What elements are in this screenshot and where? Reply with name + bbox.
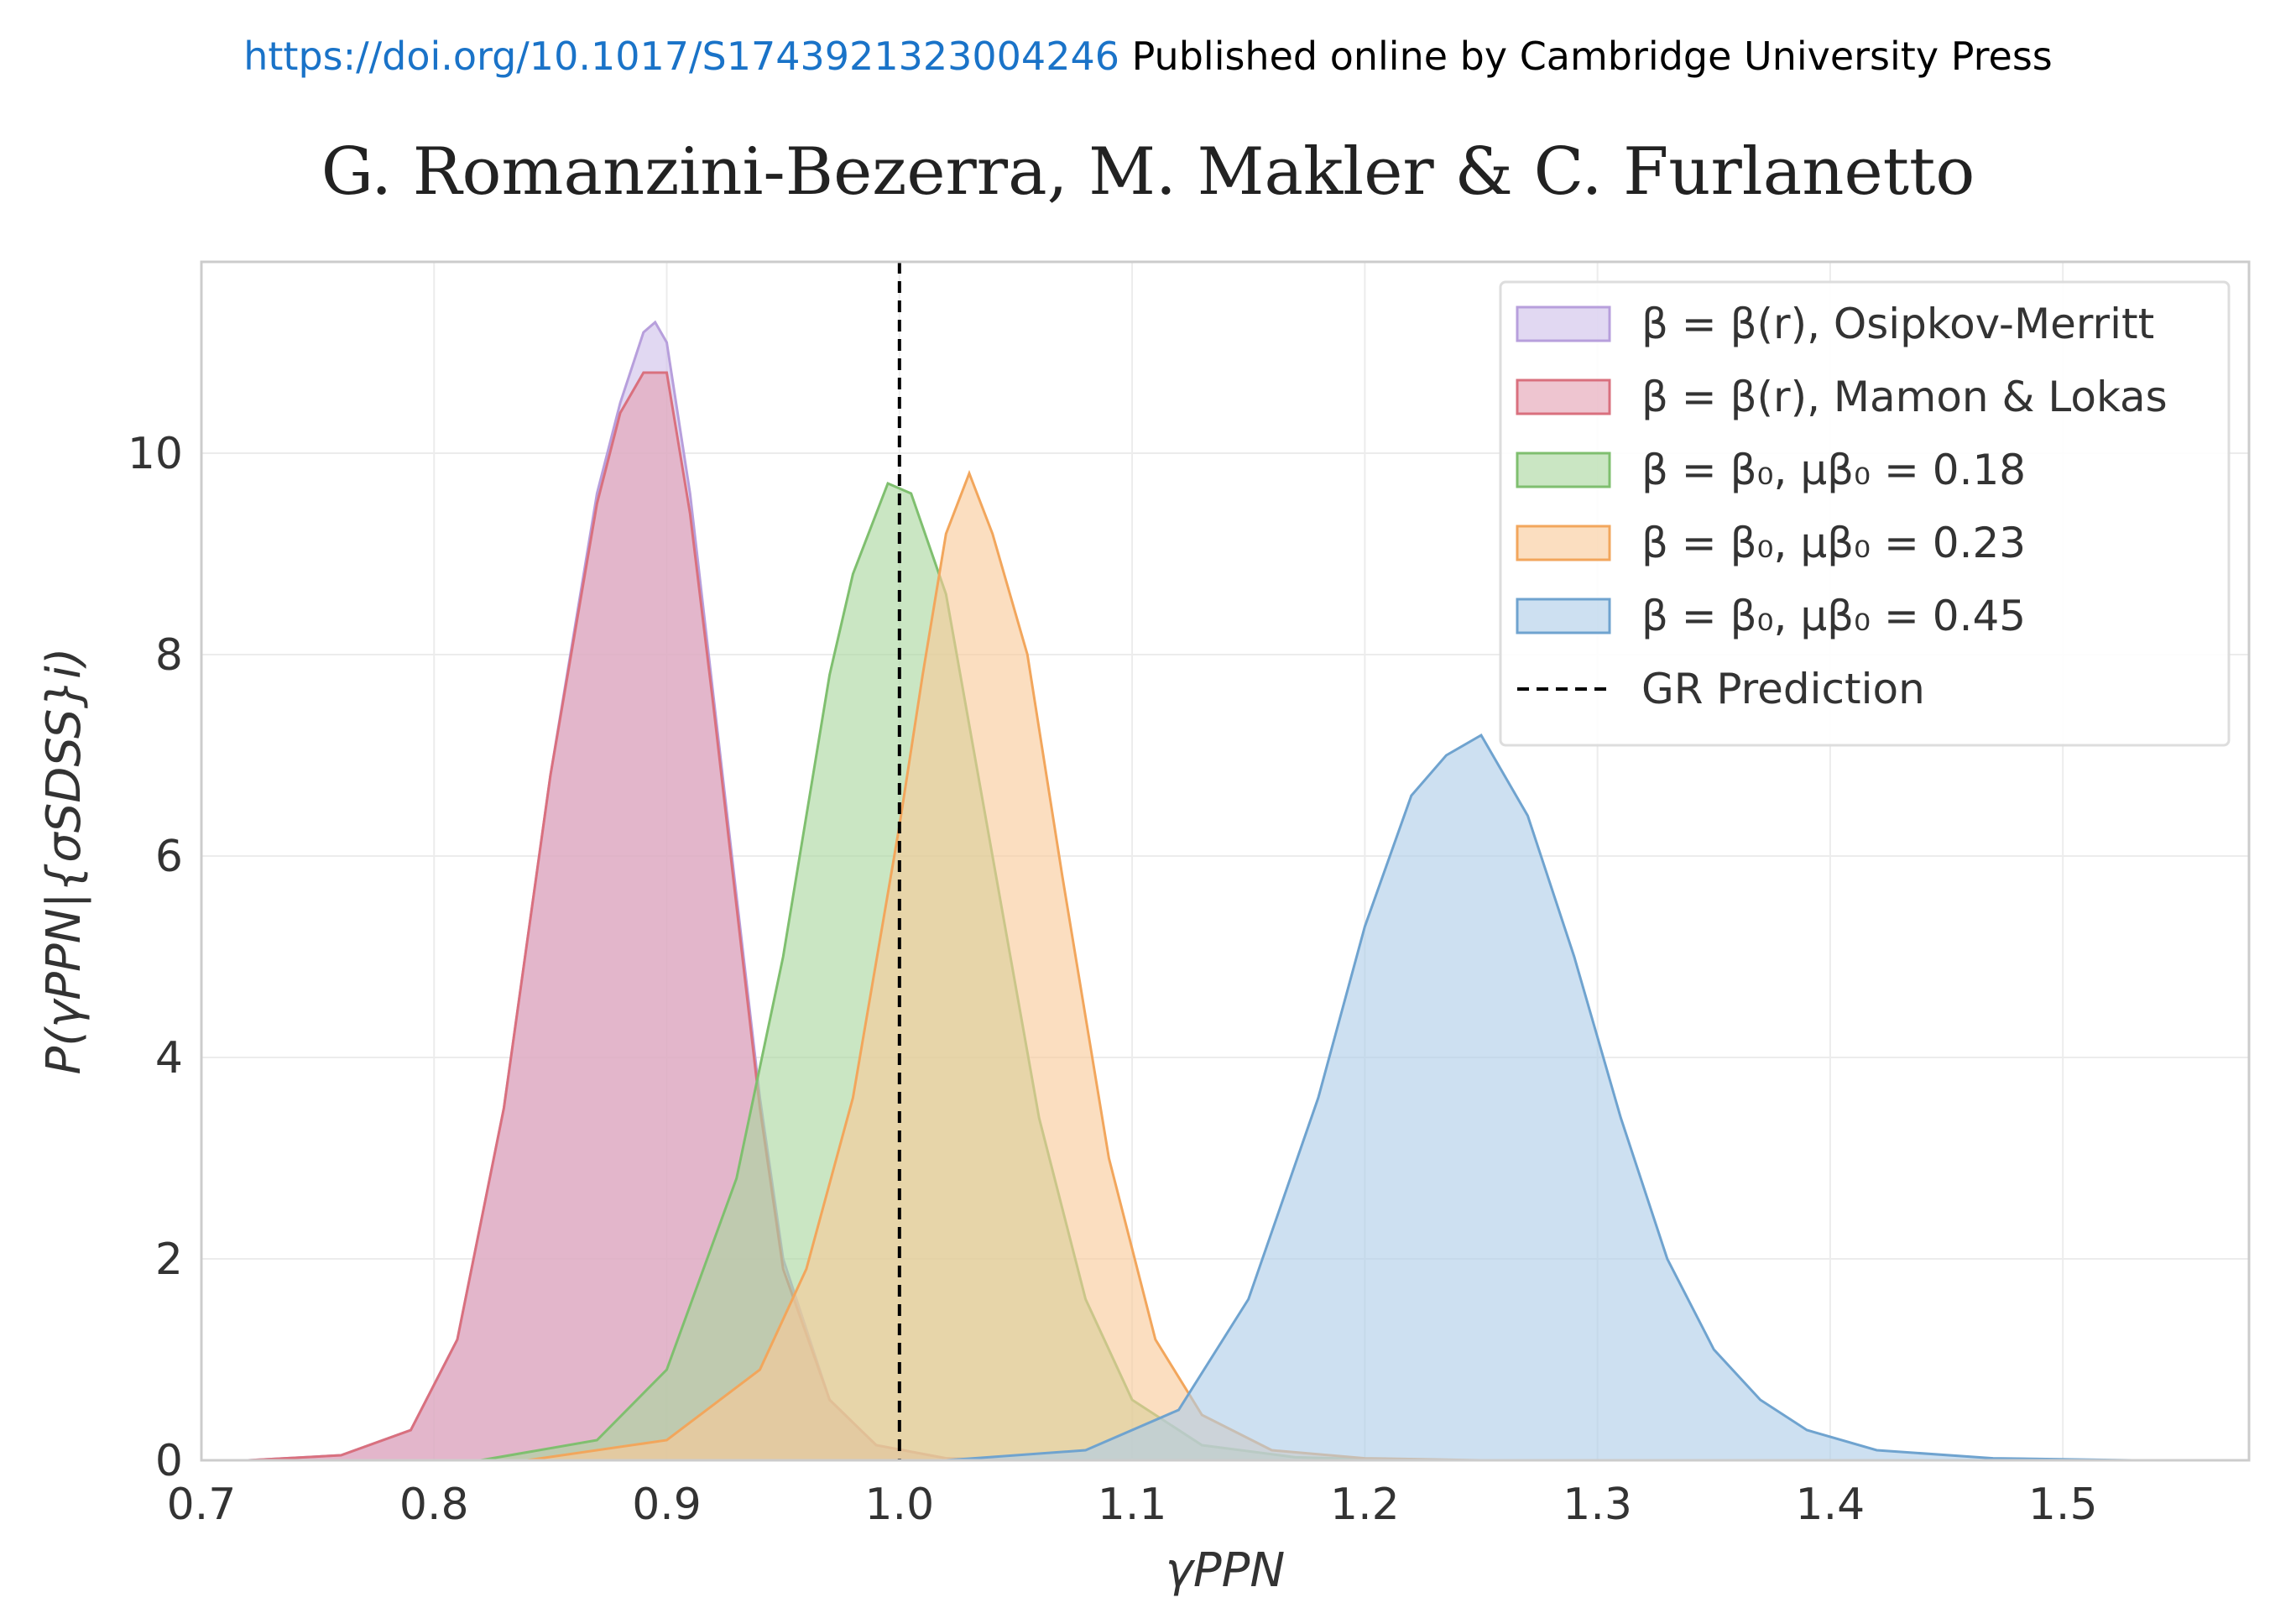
- y-axis-label: P(γPPN|{σSDSS}i): [37, 648, 91, 1075]
- plot-frame: [200, 260, 2251, 1462]
- x-tick-label: 1.5: [2028, 1480, 2098, 1530]
- y-tick-labels: 0 2 4 6 8 10: [128, 429, 183, 1486]
- density-areas: [248, 320, 2133, 1462]
- legend-label-gr-prediction: GR Prediction: [1641, 665, 1925, 713]
- y-tick-label: 4: [155, 1033, 183, 1083]
- x-tick-label: 1.0: [864, 1480, 934, 1530]
- legend-label: β = β₀, μβ₀ = 0.23: [1641, 519, 2026, 567]
- density-area-series-5: [946, 733, 2133, 1462]
- x-tick-label: 0.7: [167, 1480, 237, 1530]
- y-tick-label: 8: [155, 630, 183, 681]
- legend-swatch: [1516, 525, 1611, 561]
- y-tick-label: 6: [155, 832, 183, 882]
- y-tick-label: 2: [155, 1235, 183, 1285]
- publisher-text: Published online by Cambridge University…: [1131, 34, 2053, 79]
- legend-label: β = β₀, μβ₀ = 0.45: [1641, 592, 2026, 640]
- x-tick-label: 0.9: [632, 1480, 702, 1530]
- x-tick-labels: 0.7 0.8 0.9 1.0 1.1 1.2 1.3 1.4 1.5: [167, 1480, 2098, 1530]
- legend: β = β(r), Osipkov-Merritt β = β(r), Mamon…: [1499, 280, 2231, 747]
- x-tick-label: 1.1: [1098, 1480, 1167, 1530]
- legend-swatch: [1516, 452, 1611, 488]
- author-line: G. Romanzini-Bezerra, M. Makler & C. Fur…: [321, 134, 1975, 210]
- x-tick-label: 1.2: [1330, 1480, 1400, 1530]
- legend-swatch: [1516, 379, 1611, 415]
- x-tick-label: 1.4: [1796, 1480, 1866, 1530]
- doi-header: https://doi.org/10.1017/S174392132300424…: [0, 34, 2296, 79]
- legend-swatch: [1516, 598, 1611, 634]
- legend-label: β = β₀, μβ₀ = 0.18: [1641, 446, 2026, 494]
- y-tick-label: 10: [128, 429, 183, 479]
- x-tick-label: 1.3: [1563, 1480, 1632, 1530]
- legend-label: β = β(r), Mamon & Lokas: [1641, 373, 2168, 421]
- y-tick-label: 0: [155, 1436, 183, 1486]
- x-tick-label: 0.8: [399, 1480, 469, 1530]
- x-axis-label: γPPN: [1166, 1543, 1286, 1598]
- doi-link[interactable]: https://doi.org/10.1017/S174392132300424…: [243, 34, 1119, 79]
- legend-label: β = β(r), Osipkov-Merritt: [1641, 300, 2154, 348]
- legend-box: [1499, 280, 2231, 747]
- legend-swatch: [1516, 305, 1611, 342]
